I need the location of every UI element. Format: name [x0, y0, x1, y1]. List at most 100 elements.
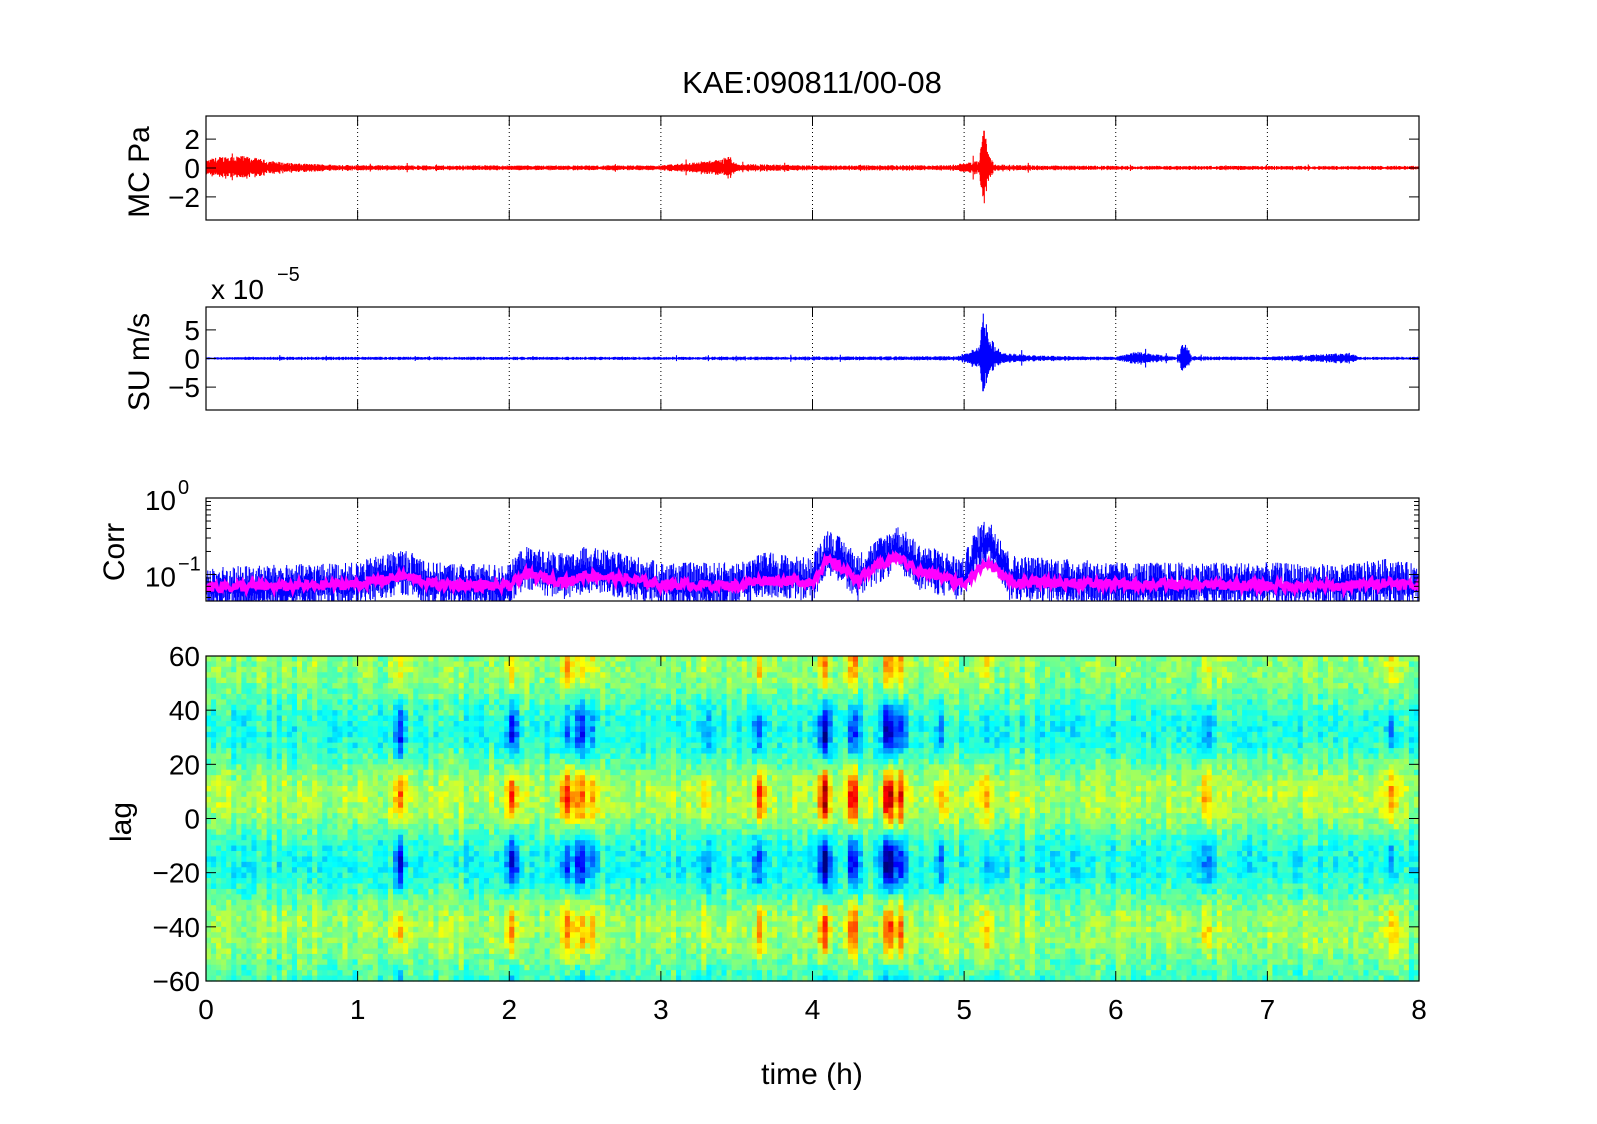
heatmap-cell: [519, 770, 525, 776]
heatmap-cell: [509, 867, 515, 873]
heatmap-cell: [504, 699, 510, 705]
heatmap-cell: [267, 819, 273, 825]
heatmap-cell: [383, 721, 389, 727]
heatmap-cell: [474, 754, 480, 760]
heatmap-cell: [459, 683, 465, 689]
heatmap-cell: [418, 710, 424, 716]
heatmap-cell: [231, 894, 237, 900]
heatmap-cell: [342, 862, 348, 868]
heatmap-cell: [555, 889, 561, 895]
heatmap-cell: [231, 759, 237, 765]
heatmap-cell: [267, 808, 273, 814]
heatmap-cell: [241, 786, 247, 792]
heatmap-cell: [570, 770, 576, 776]
heatmap-cell: [479, 710, 485, 716]
heatmap-cell: [358, 786, 364, 792]
heatmap-cell: [398, 694, 404, 700]
heatmap-cell: [605, 932, 611, 938]
heatmap-cell: [504, 884, 510, 890]
heatmap-cell: [580, 851, 586, 857]
heatmap-cell: [272, 932, 278, 938]
heatmap-cell: [550, 786, 556, 792]
heatmap-cell: [393, 856, 399, 862]
heatmap-cell: [267, 656, 273, 662]
heatmap-cell: [337, 900, 343, 906]
heatmap-cell: [388, 900, 394, 906]
heatmap-cell: [353, 835, 359, 841]
heatmap-cell: [302, 835, 308, 841]
heatmap-cell: [322, 781, 328, 787]
heatmap-cell: [535, 656, 541, 662]
heatmap-cell: [433, 889, 439, 895]
heatmap-cell: [519, 808, 525, 814]
heatmap-cell: [509, 846, 515, 852]
heatmap-cell: [545, 889, 551, 895]
heatmap-cell: [348, 732, 354, 738]
heatmap-cell: [585, 846, 591, 852]
heatmap-cell: [393, 726, 399, 732]
heatmap-cell: [368, 916, 374, 922]
heatmap-cell: [459, 867, 465, 873]
heatmap-cell: [484, 921, 490, 927]
heatmap-cell: [575, 911, 581, 917]
heatmap-cell: [565, 889, 571, 895]
heatmap-cell: [469, 808, 475, 814]
heatmap-cell: [348, 970, 354, 976]
heatmap-cell: [610, 786, 616, 792]
heatmap-cell: [251, 672, 257, 678]
heatmap-cell: [535, 710, 541, 716]
heatmap-cell: [378, 927, 384, 933]
heatmap-cell: [383, 732, 389, 738]
heatmap-cell: [464, 851, 470, 857]
heatmap-cell: [342, 694, 348, 700]
heatmap-cell: [216, 824, 222, 830]
heatmap-cell: [540, 661, 546, 667]
heatmap-cell: [373, 721, 379, 727]
heatmap-cell: [529, 672, 535, 678]
heatmap-cell: [287, 672, 293, 678]
heatmap-cell: [358, 835, 364, 841]
heatmap-cell: [509, 791, 515, 797]
heatmap-cell: [570, 938, 576, 944]
heatmap-cell: [408, 678, 414, 684]
heatmap-cell: [438, 921, 444, 927]
heatmap-cell: [292, 927, 298, 933]
heatmap-cell: [489, 716, 495, 722]
heatmap-cell: [236, 737, 242, 743]
heatmap-cell: [519, 900, 525, 906]
heatmap-cell: [519, 862, 525, 868]
heatmap-cell: [398, 710, 404, 716]
heatmap-cell: [327, 732, 333, 738]
heatmap-cell: [560, 710, 566, 716]
heatmap-cell: [327, 791, 333, 797]
heatmap-cell: [555, 781, 561, 787]
heatmap-cell: [479, 840, 485, 846]
heatmap-cell: [246, 710, 252, 716]
heatmap-cell: [327, 943, 333, 949]
heatmap-cell: [529, 770, 535, 776]
heatmap-cell: [469, 759, 475, 765]
heatmap-cell: [257, 829, 263, 835]
heatmap-cell: [337, 835, 343, 841]
heatmap-cell: [277, 894, 283, 900]
heatmap-cell: [600, 726, 606, 732]
heatmap-cell: [262, 689, 268, 695]
heatmap-cell: [418, 932, 424, 938]
heatmap-cell: [342, 819, 348, 825]
heatmap-cell: [216, 802, 222, 808]
heatmap-cell: [206, 878, 212, 884]
heatmap-cell: [423, 689, 429, 695]
heatmap-cell: [403, 732, 409, 738]
heatmap-cell: [292, 732, 298, 738]
heatmap-cell: [600, 862, 606, 868]
heatmap-cell: [378, 911, 384, 917]
heatmap-cell: [555, 667, 561, 673]
heatmap-cell: [322, 905, 328, 911]
heatmap-cell: [403, 959, 409, 965]
heatmap-cell: [560, 781, 566, 787]
heatmap-cell: [363, 699, 369, 705]
heatmap-cell: [550, 775, 556, 781]
heatmap-cell: [590, 878, 596, 884]
heatmap-cell: [524, 759, 530, 765]
heatmap-cell: [337, 970, 343, 976]
